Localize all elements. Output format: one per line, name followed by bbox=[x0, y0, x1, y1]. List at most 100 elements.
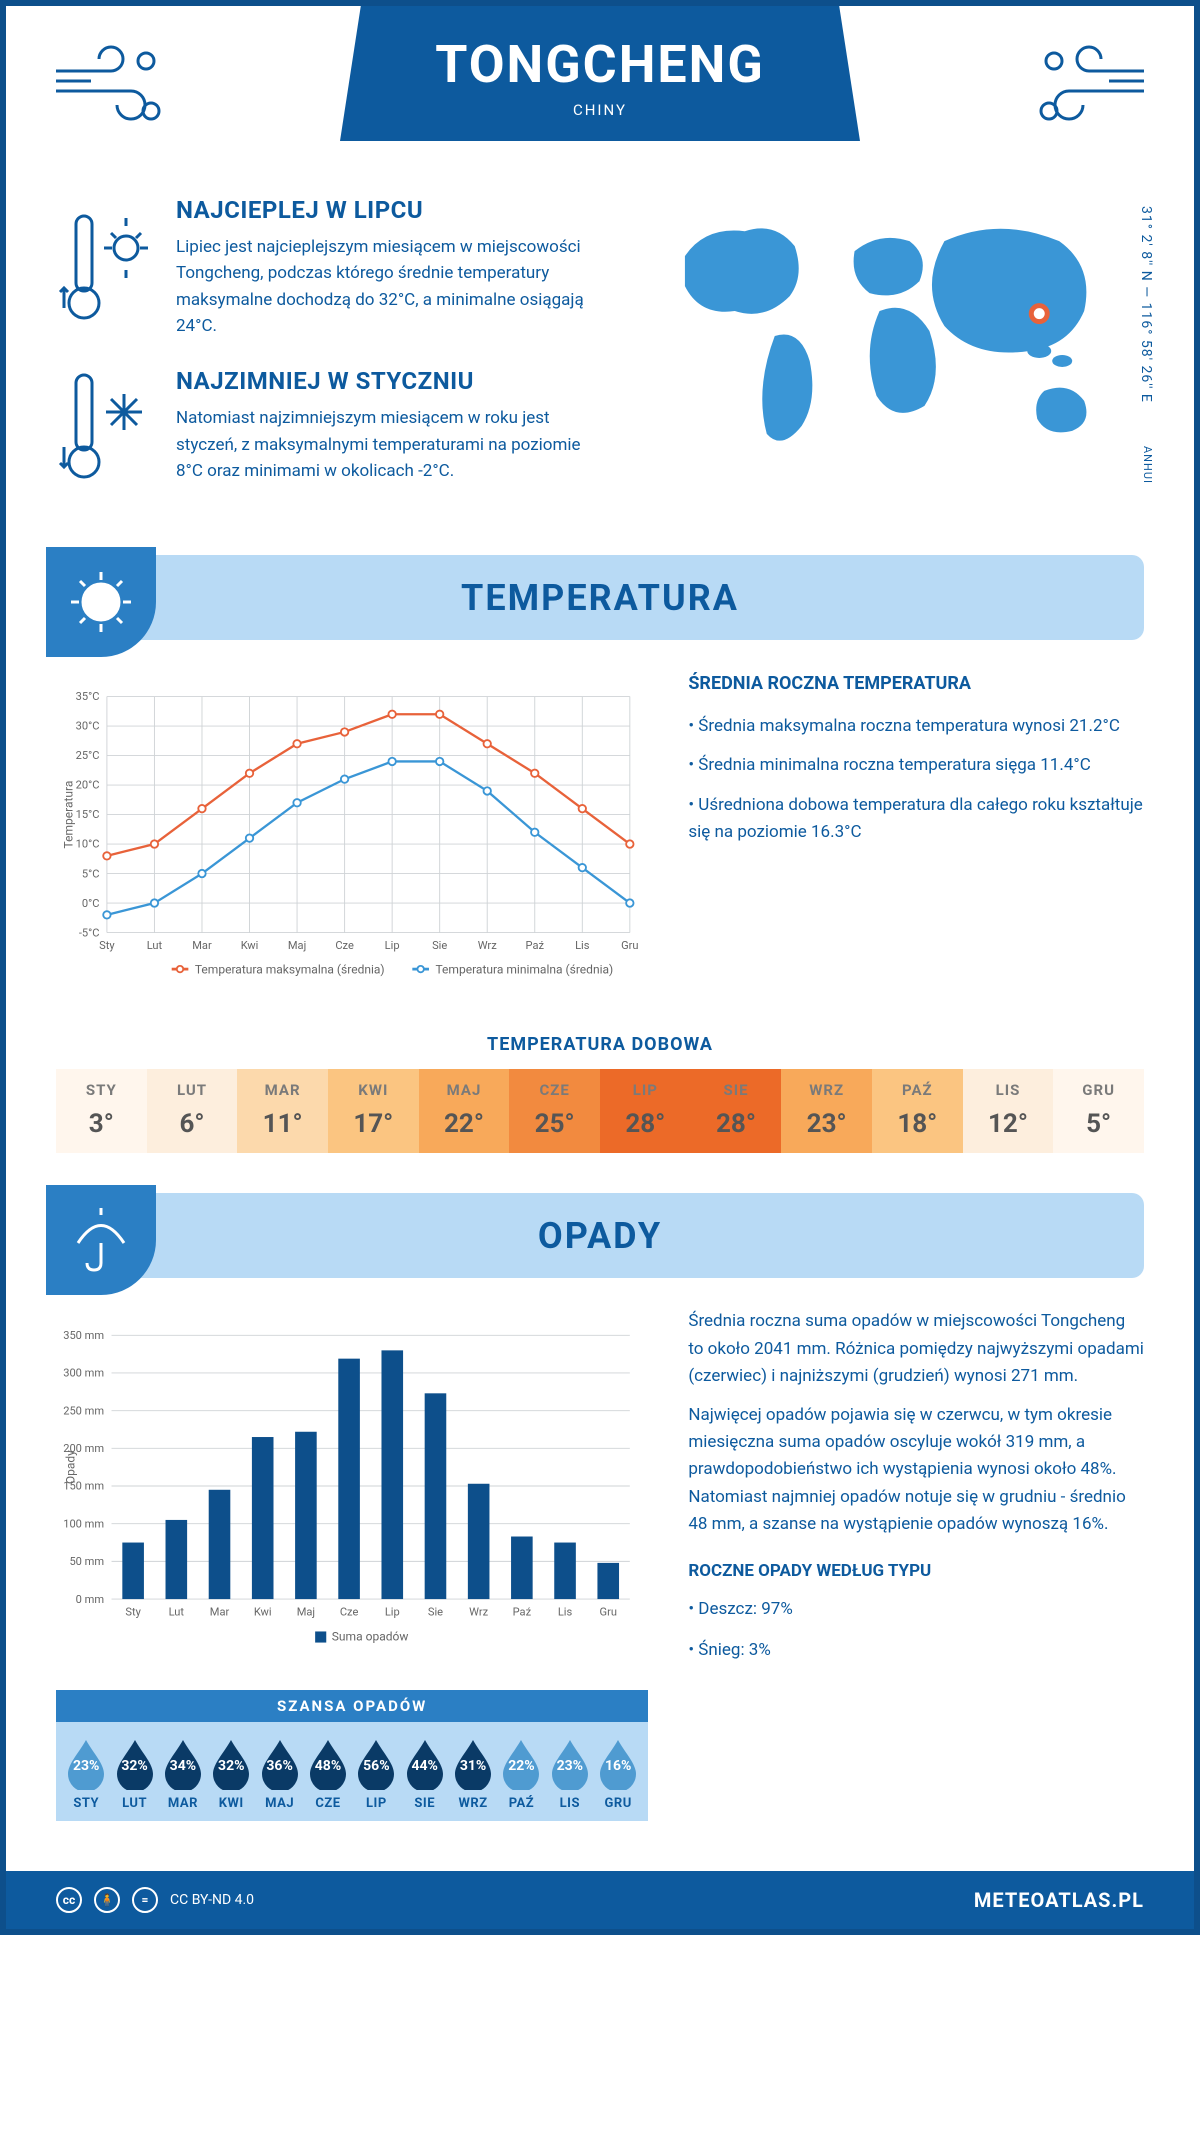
coldest-block: NAJZIMNIEJ W STYCZNIU Natomiast najzimni… bbox=[56, 367, 605, 487]
chance-cell: 23%STY bbox=[62, 1736, 110, 1811]
svg-text:5°C: 5°C bbox=[82, 868, 100, 881]
svg-text:Temperatura: Temperatura bbox=[62, 781, 76, 849]
svg-text:Gru: Gru bbox=[600, 1606, 617, 1619]
temperature-section-header: TEMPERATURA bbox=[56, 555, 1144, 640]
svg-text:Lut: Lut bbox=[147, 940, 163, 953]
svg-text:Lis: Lis bbox=[558, 1606, 573, 1619]
thermometer-cold-icon bbox=[56, 367, 156, 487]
svg-text:0°C: 0°C bbox=[82, 897, 100, 910]
daily-cell: PAŹ18° bbox=[872, 1069, 963, 1153]
svg-text:Opady: Opady bbox=[64, 1450, 78, 1484]
raindrop-icon: 16% bbox=[596, 1736, 640, 1790]
precipitation-section-header: OPADY bbox=[56, 1193, 1144, 1278]
daily-cell: KWI17° bbox=[328, 1069, 419, 1153]
temp-avg-title: ŚREDNIA ROCZNA TEMPERATURA bbox=[688, 670, 1144, 699]
location-marker-icon bbox=[1031, 306, 1047, 322]
chance-cell: 16%GRU bbox=[594, 1736, 642, 1811]
by-icon: 🧍 bbox=[94, 1887, 120, 1913]
raindrop-icon: 56% bbox=[354, 1736, 398, 1790]
svg-text:Mar: Mar bbox=[192, 940, 212, 953]
footer: cc 🧍 = CC BY-ND 4.0 METEOATLAS.PL bbox=[6, 1871, 1194, 1929]
svg-text:0 mm: 0 mm bbox=[76, 1593, 104, 1606]
wind-icon bbox=[46, 36, 176, 140]
daily-cell: MAR11° bbox=[237, 1069, 328, 1153]
svg-text:Sty: Sty bbox=[99, 940, 115, 953]
precip-type-line: • Deszcz: 97% bbox=[688, 1595, 1144, 1624]
svg-text:Cze: Cze bbox=[340, 1606, 359, 1619]
region-label: ANHUI bbox=[1141, 446, 1154, 484]
chance-cell: 44%SIE bbox=[401, 1736, 449, 1811]
cold-text: Natomiast najzimniejszym miesiącem w rok… bbox=[176, 405, 605, 484]
svg-text:Gru: Gru bbox=[621, 940, 638, 953]
chance-cell: 31%WRZ bbox=[449, 1736, 497, 1811]
raindrop-icon: 48% bbox=[306, 1736, 350, 1790]
chance-cell: 22%PAŹ bbox=[497, 1736, 545, 1811]
svg-text:Paź: Paź bbox=[526, 940, 545, 953]
daily-cell: WRZ23° bbox=[781, 1069, 872, 1153]
city-title: TONGCHENG bbox=[360, 34, 840, 95]
svg-text:100 mm: 100 mm bbox=[63, 1518, 104, 1531]
raindrop-icon: 31% bbox=[451, 1736, 495, 1790]
svg-text:Lut: Lut bbox=[169, 1606, 185, 1619]
svg-text:50 mm: 50 mm bbox=[69, 1555, 104, 1568]
svg-text:Maj: Maj bbox=[288, 940, 306, 953]
nd-icon: = bbox=[132, 1887, 158, 1913]
svg-text:350 mm: 350 mm bbox=[63, 1329, 104, 1342]
daily-cell: STY3° bbox=[56, 1069, 147, 1153]
temp-bullet: • Średnia minimalna roczna temperatura s… bbox=[688, 752, 1144, 779]
precip-type-line: • Śnieg: 3% bbox=[688, 1636, 1144, 1665]
title-ribbon: TONGCHENG CHINY bbox=[340, 6, 860, 141]
svg-text:Mar: Mar bbox=[210, 1606, 230, 1619]
precip-type-title: ROCZNE OPADY WEDŁUG TYPU bbox=[688, 1558, 1144, 1585]
daily-cell: SIE28° bbox=[691, 1069, 782, 1153]
cc-icon: cc bbox=[56, 1887, 82, 1913]
precipitation-title: OPADY bbox=[538, 1215, 662, 1257]
raindrop-icon: 36% bbox=[258, 1736, 302, 1790]
svg-text:30°C: 30°C bbox=[76, 720, 100, 733]
svg-text:Suma opadów: Suma opadów bbox=[332, 1630, 409, 1644]
temp-bullet: • Średnia maksymalna roczna temperatura … bbox=[688, 713, 1144, 740]
chance-cell: 23%LIS bbox=[546, 1736, 594, 1811]
brand-label: METEOATLAS.PL bbox=[974, 1888, 1144, 1912]
daily-cell: MAJ22° bbox=[419, 1069, 510, 1153]
temp-bullet: • Uśredniona dobowa temperatura dla całe… bbox=[688, 792, 1144, 846]
raindrop-icon: 44% bbox=[403, 1736, 447, 1790]
world-map bbox=[645, 196, 1144, 476]
country-subtitle: CHINY bbox=[360, 101, 840, 119]
chance-cell: 32%KWI bbox=[207, 1736, 255, 1811]
svg-text:Lis: Lis bbox=[575, 940, 590, 953]
svg-text:25°C: 25°C bbox=[76, 750, 100, 763]
precipitation-chart: 0 mm50 mm100 mm150 mm200 mm250 mm300 mm3… bbox=[56, 1308, 648, 1668]
raindrop-icon: 23% bbox=[548, 1736, 592, 1790]
svg-text:-5°C: -5°C bbox=[79, 927, 100, 940]
svg-text:Sie: Sie bbox=[428, 1606, 443, 1619]
daily-cell: CZE25° bbox=[509, 1069, 600, 1153]
temperature-chart: -5°C0°C5°C10°C15°C20°C25°C30°C35°CStyLut… bbox=[56, 670, 648, 1010]
svg-text:Sie: Sie bbox=[432, 940, 447, 953]
raindrop-icon: 22% bbox=[499, 1736, 543, 1790]
svg-text:Sty: Sty bbox=[125, 1606, 141, 1619]
precip-text: Najwięcej opadów pojawia się w czerwcu, … bbox=[688, 1402, 1144, 1538]
license-label: CC BY-ND 4.0 bbox=[170, 1892, 254, 1908]
cold-title: NAJZIMNIEJ W STYCZNIU bbox=[176, 367, 605, 395]
raindrop-icon: 32% bbox=[209, 1736, 253, 1790]
chance-cell: 32%LUT bbox=[110, 1736, 158, 1811]
svg-text:15°C: 15°C bbox=[76, 809, 100, 822]
svg-text:Cze: Cze bbox=[335, 940, 354, 953]
chance-cell: 34%MAR bbox=[159, 1736, 207, 1811]
svg-text:Lip: Lip bbox=[385, 940, 400, 953]
precip-chance-block: SZANSA OPADÓW 23%STY 32%LUT 34%MAR 32%KW… bbox=[56, 1690, 648, 1821]
daily-cell: LIS12° bbox=[963, 1069, 1054, 1153]
thermometer-hot-icon bbox=[56, 196, 156, 339]
daily-temp-title: TEMPERATURA DOBOWA bbox=[56, 1034, 1144, 1055]
chance-cell: 56%LIP bbox=[352, 1736, 400, 1811]
chance-title: SZANSA OPADÓW bbox=[56, 1690, 648, 1722]
raindrop-icon: 32% bbox=[113, 1736, 157, 1790]
svg-text:Lip: Lip bbox=[385, 1606, 400, 1619]
coordinates-label: 31° 2' 8'' N — 116° 58' 26'' E bbox=[1138, 206, 1154, 403]
svg-text:35°C: 35°C bbox=[76, 691, 100, 704]
svg-text:Kwi: Kwi bbox=[241, 940, 259, 953]
svg-text:20°C: 20°C bbox=[76, 779, 100, 792]
daily-temp-grid: STY3°LUT6°MAR11°KWI17°MAJ22°CZE25°LIP28°… bbox=[56, 1069, 1144, 1153]
chance-cell: 48%CZE bbox=[304, 1736, 352, 1811]
